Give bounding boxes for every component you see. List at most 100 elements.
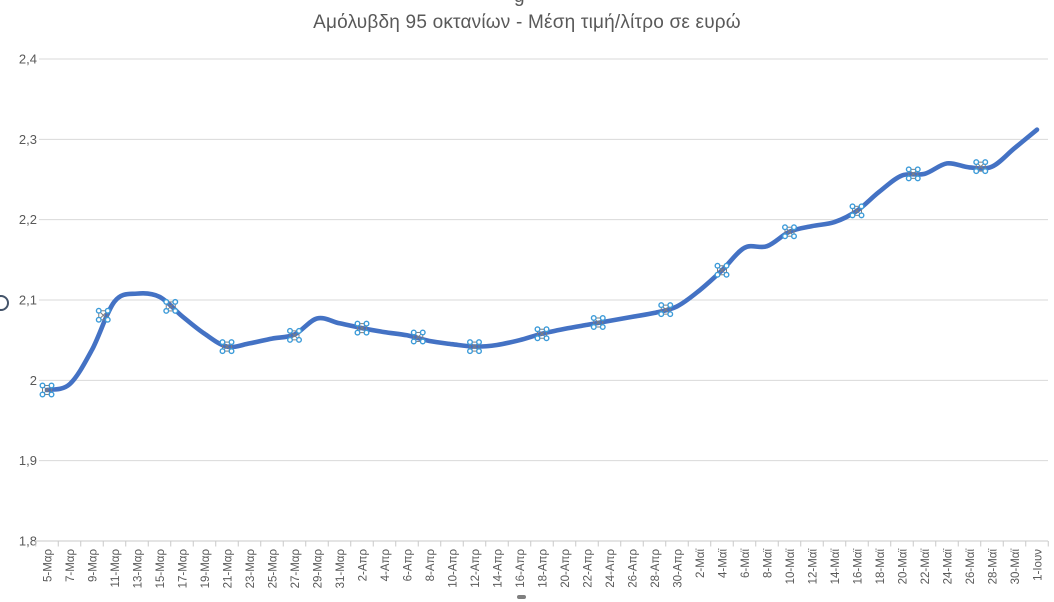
marker-handle-circle	[905, 175, 912, 182]
marker-handle-circle	[849, 203, 856, 210]
marker-handle-circle	[973, 168, 980, 175]
marker-handle-circle	[791, 233, 798, 240]
marker-handle-circle	[172, 298, 179, 305]
x-axis-tick-label: 28-Απρ	[650, 549, 662, 588]
x-axis-tick-label: 28-Μαϊ	[988, 549, 1000, 585]
x-axis-tick-label: 24-Μαϊ	[943, 549, 955, 585]
x-axis-tick-label: 21-Μαρ	[223, 549, 235, 589]
marker-handle-circle	[791, 224, 798, 231]
data-point-marker[interactable]	[973, 159, 989, 175]
marker-frame	[165, 301, 176, 312]
marker-handle-circle	[363, 320, 370, 327]
x-axis-tick-label: 2-Απρ	[358, 549, 370, 582]
marker-frame	[975, 161, 986, 172]
x-axis-tick-label: 9-Μαρ	[88, 549, 100, 582]
marker-handle-circle	[39, 391, 46, 398]
y-axis-tick-label: 2,4	[19, 52, 37, 67]
x-axis-tick-label: 2-Μαϊ	[695, 549, 707, 578]
data-point-marker[interactable]	[163, 298, 179, 314]
x-axis-tick-label: 20-Απρ	[560, 549, 572, 588]
y-axis-tick-label: 2,1	[19, 293, 37, 308]
x-axis-tick-label: 1-Ιουν	[1033, 549, 1045, 581]
data-point-marker[interactable]	[287, 327, 303, 343]
data-point-marker[interactable]	[782, 224, 798, 240]
marker-handle-circle	[714, 271, 721, 278]
marker-frame	[413, 331, 424, 342]
marker-handle-circle	[296, 336, 303, 343]
x-axis-tick-label: 6-Μαϊ	[740, 549, 752, 578]
x-axis-tick-label: 8-Μαϊ	[763, 549, 775, 578]
marker-handle-circle	[590, 323, 597, 330]
marker-handle-circle	[858, 212, 865, 219]
marker-frame	[593, 317, 604, 328]
marker-handle-circle	[363, 329, 370, 336]
marker-handle-circle	[163, 298, 170, 305]
marker-handle-circle	[543, 326, 550, 333]
marker-handle-circle	[219, 348, 226, 355]
marker-frame	[784, 226, 795, 237]
data-point-marker[interactable]	[905, 166, 921, 182]
marker-handle-circle	[104, 307, 111, 314]
price-series-line[interactable]	[44, 127, 1040, 393]
x-axis-tick-label: 24-Απρ	[605, 549, 617, 588]
data-point-marker[interactable]	[714, 262, 730, 278]
data-point-marker[interactable]	[534, 326, 550, 342]
x-axis-tick-label: 12-Μαϊ	[808, 549, 820, 585]
x-axis-tick-label: 26-Απρ	[628, 549, 640, 588]
marker-handle-circle	[228, 348, 235, 355]
marker-handle-circle	[599, 323, 606, 330]
x-axis-tick-label: 20-Μαϊ	[898, 549, 910, 585]
x-axis-tick-label: 25-Μαρ	[268, 549, 280, 589]
data-point-marker[interactable]	[39, 382, 55, 398]
data-point-marker[interactable]	[354, 320, 370, 336]
data-point-marker[interactable]	[590, 314, 606, 330]
marker-frame	[98, 310, 109, 321]
marker-handle-circle	[287, 327, 294, 334]
marker-handle-circle	[914, 166, 921, 173]
x-axis-tick-label: 4-Απρ	[380, 549, 392, 582]
marker-handle-circle	[354, 329, 361, 336]
data-point-marker[interactable]	[95, 307, 111, 323]
x-axis-tick-label: 5-Μαρ	[43, 549, 55, 582]
marker-handle-circle	[543, 335, 550, 342]
marker-handle-circle	[467, 348, 474, 355]
marker-handle-circle	[419, 329, 426, 336]
marker-handle-circle	[905, 166, 912, 173]
x-axis-tick-label: 19-Μαρ	[200, 549, 212, 589]
marker-handle-circle	[104, 316, 111, 323]
marker-frame	[717, 265, 727, 276]
marker-handle-circle	[163, 307, 170, 314]
x-axis-tick-label: 16-Απρ	[515, 549, 527, 588]
marker-handle-circle	[410, 329, 417, 336]
x-axis-tick-label: 22-Μαϊ	[920, 549, 932, 585]
data-point-marker[interactable]	[467, 339, 483, 355]
data-point-marker[interactable]	[219, 339, 235, 355]
y-axis-tick-label: 1,8	[19, 534, 37, 549]
x-axis-tick-label: 18-Απρ	[538, 549, 550, 588]
x-axis-tick-label: 27-Μαρ	[290, 549, 302, 589]
marker-handle-circle	[714, 262, 721, 269]
marker-handle-circle	[982, 168, 989, 175]
marker-handle-circle	[95, 307, 102, 314]
clipped-selection-handle-fragment	[0, 295, 9, 311]
data-point-marker[interactable]	[658, 302, 674, 318]
marker-handle-circle	[95, 316, 102, 323]
marker-handle-circle	[590, 314, 597, 321]
x-axis-tick-label: 11-Μαρ	[110, 549, 122, 588]
x-axis-tick-label: 4-Μαϊ	[718, 549, 730, 578]
x-axis-tick-label: 8-Απρ	[425, 549, 437, 582]
data-point-marker[interactable]	[410, 329, 426, 345]
marker-handle-circle	[599, 314, 606, 321]
marker-handle-circle	[914, 175, 921, 182]
data-point-marker[interactable]	[849, 203, 865, 219]
x-axis-tick-label: 10-Μαϊ	[785, 549, 797, 585]
y-axis-tick-label: 2	[30, 373, 37, 388]
x-axis-tick-label: 26-Μαϊ	[965, 549, 977, 585]
marker-handle-circle	[982, 159, 989, 166]
y-axis-tick-label: 2,3	[19, 132, 37, 147]
marker-handle-circle	[667, 311, 674, 318]
x-axis-tick-label: 6-Απρ	[403, 549, 415, 582]
marker-frame	[469, 341, 480, 352]
marker-handle-circle	[39, 382, 46, 389]
x-axis-tick-label: 31-Μαρ	[335, 549, 347, 589]
